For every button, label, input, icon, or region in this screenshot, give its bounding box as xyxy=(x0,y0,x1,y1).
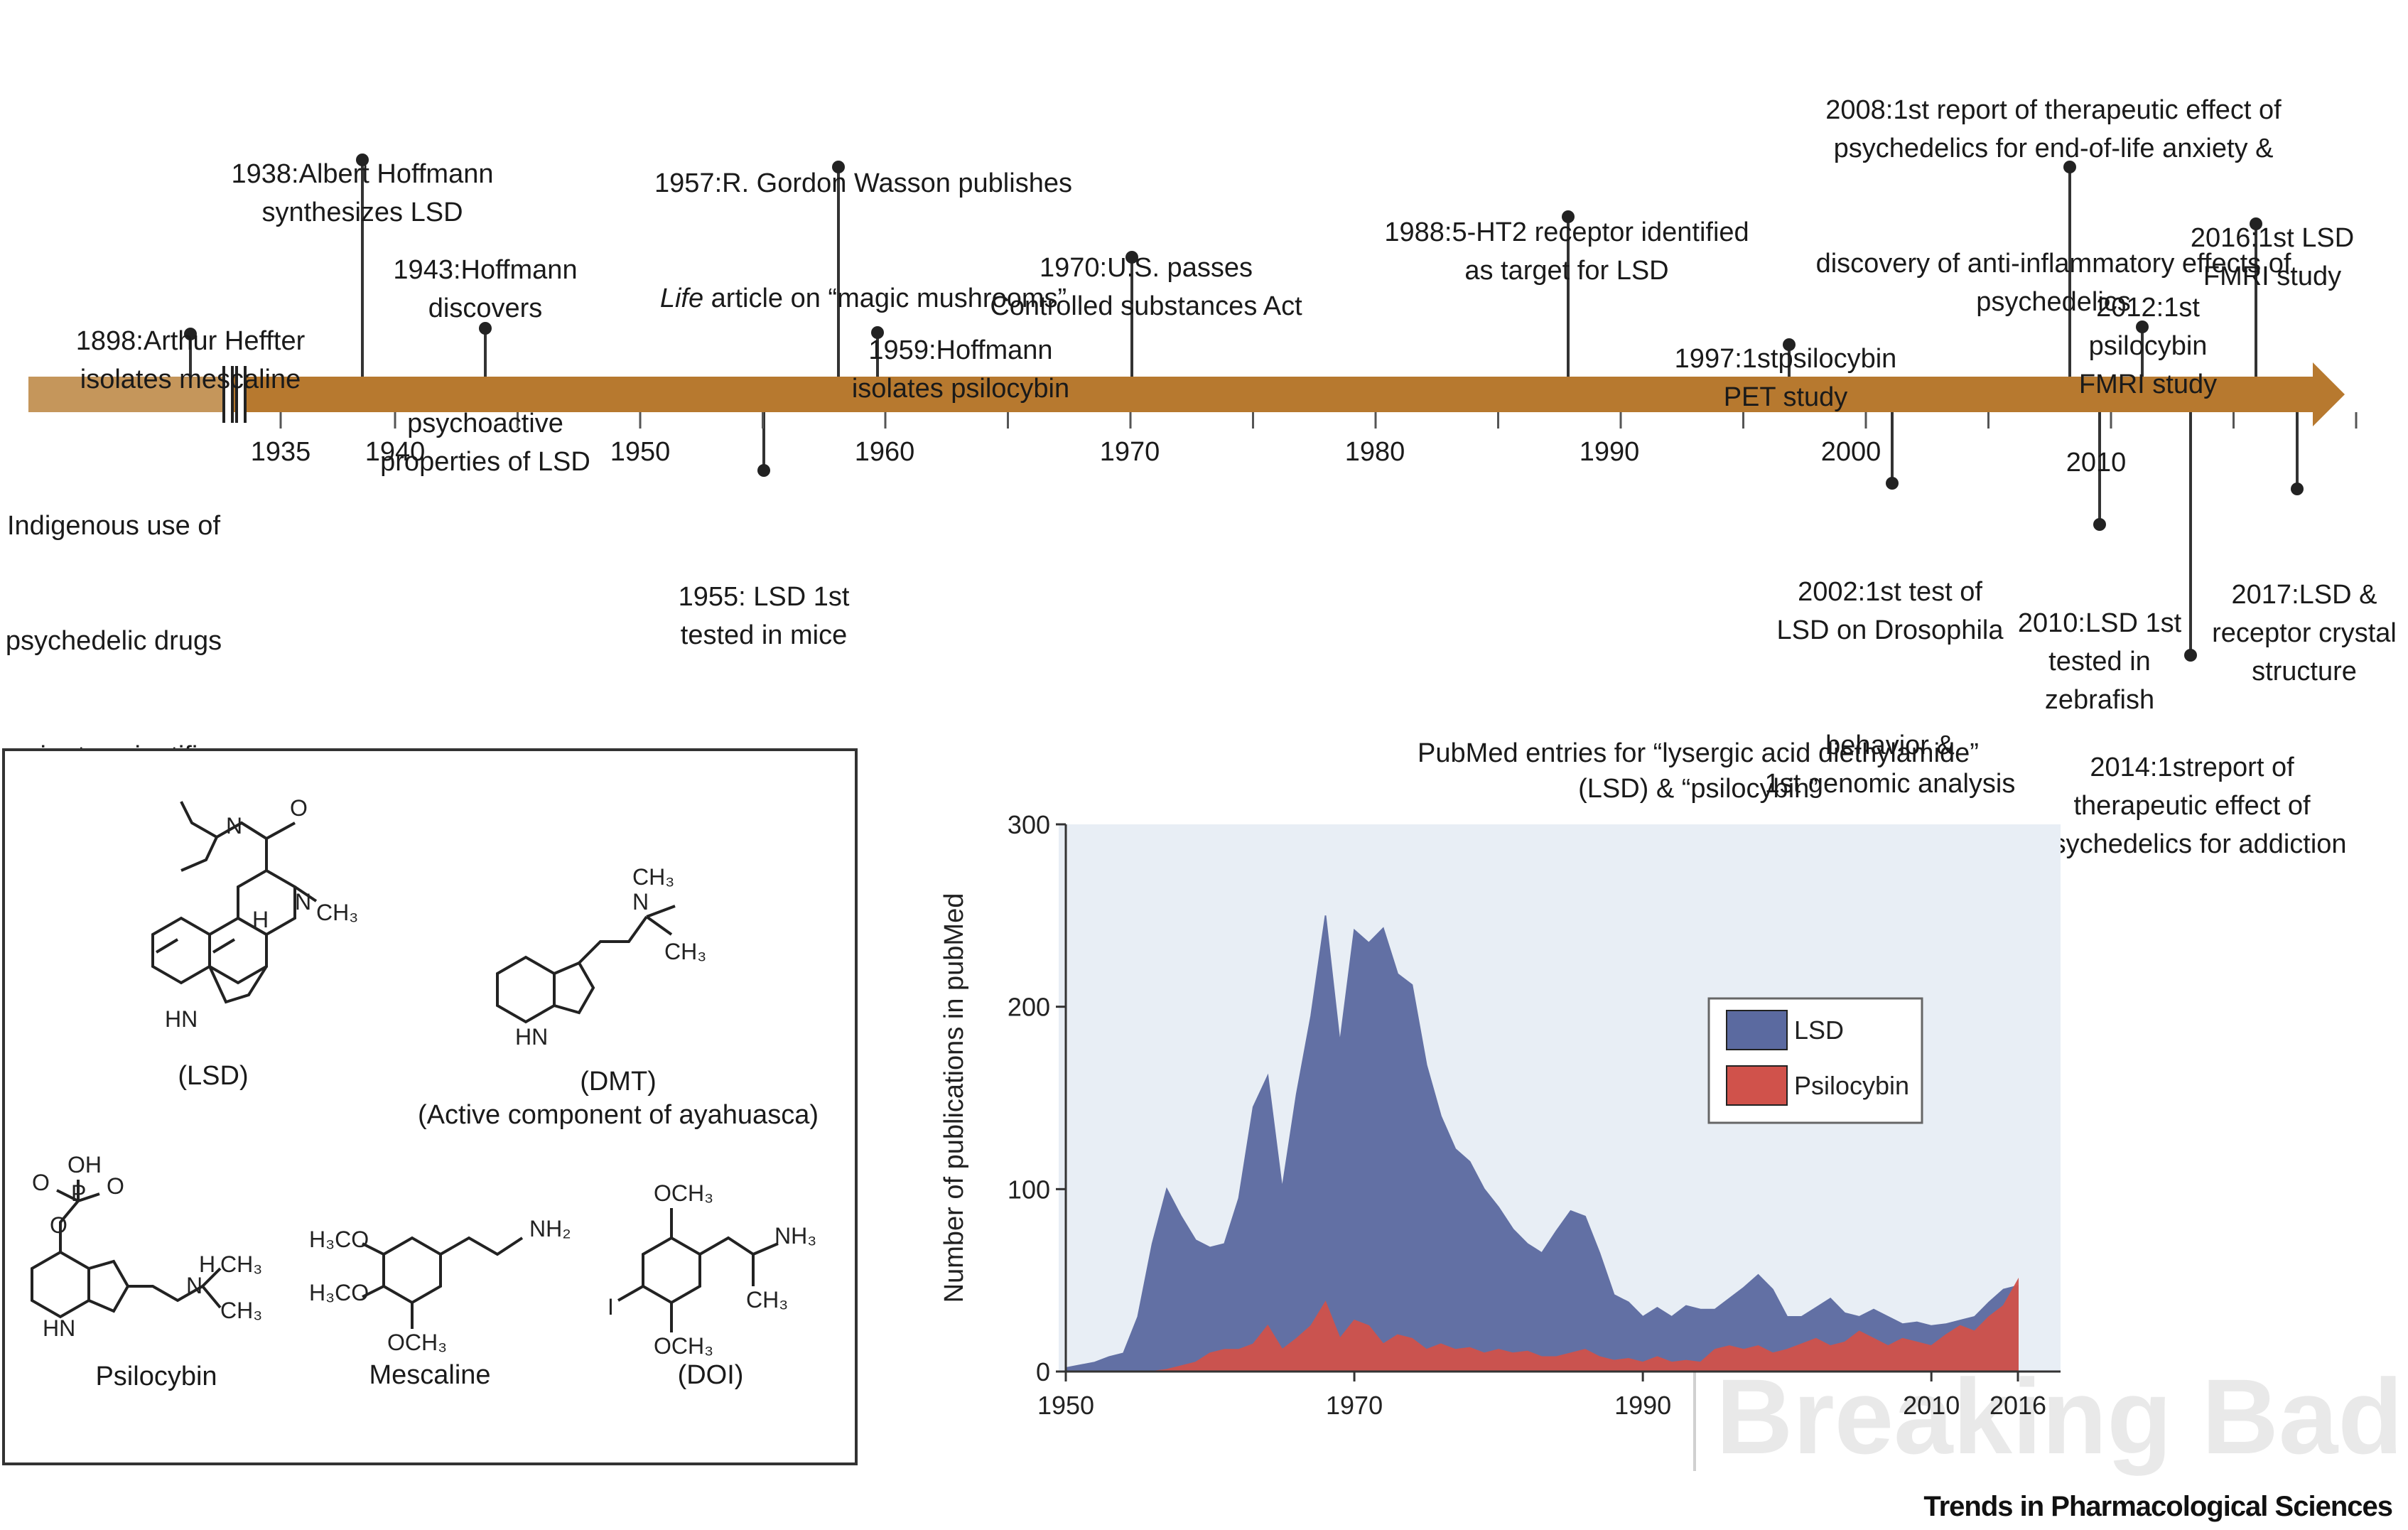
molecule-name-psilocybin: Psilocybin xyxy=(95,1362,217,1391)
atom-label: N xyxy=(226,813,242,839)
timeline-dot-1957 xyxy=(832,161,845,173)
timeline-dot-2017 xyxy=(2291,483,2304,495)
atom-label: NH₃ xyxy=(774,1223,816,1249)
event-label-2017: 2017:LSD & receptor crystal structure xyxy=(2212,580,2397,686)
year-label: 1950 xyxy=(610,437,671,467)
molecule-name-doi: (DOI) xyxy=(677,1360,744,1390)
timeline-dot-1988 xyxy=(1562,210,1575,223)
event-label-2012: 2012:1st psilocybin FMRI study xyxy=(2078,293,2218,399)
atom-label: O xyxy=(290,795,308,821)
event-label-1997: 1997:1stpsilocybin PET study xyxy=(1674,344,1897,412)
atom-label: OCH₃ xyxy=(387,1330,447,1355)
atom-label: H xyxy=(199,1251,215,1277)
year-label: 1980 xyxy=(1344,437,1405,467)
atom-label: H₃CO xyxy=(309,1227,369,1252)
mescaline-structure xyxy=(362,1236,524,1329)
year-label: 1940 xyxy=(365,437,426,467)
doi-structure xyxy=(617,1208,779,1332)
timeline-dot-1943 xyxy=(479,322,492,335)
atom-label: H xyxy=(252,907,269,932)
timeline-dot-2012 xyxy=(2136,320,2149,333)
event-label-1959: 1959:Hoffmann isolates psilocybin xyxy=(851,335,1070,404)
event-label-1943: 1943:Hoffmann discovers psychoactive prope… xyxy=(380,255,590,477)
dmt-structure xyxy=(496,905,676,1024)
atom-label: O xyxy=(32,1170,50,1195)
timeline-arrow xyxy=(28,362,2345,426)
year-label: 2010 xyxy=(2066,448,2127,478)
timeline-dot-1997 xyxy=(1783,338,1796,351)
timeline-dot-2014 xyxy=(2184,649,2197,662)
molecule-name-dmt: (DMT) xyxy=(580,1067,657,1097)
atom-label: N xyxy=(295,889,311,915)
year-label: 1970 xyxy=(1099,437,1160,467)
timeline-dot-1970 xyxy=(1125,251,1138,264)
timeline-stems xyxy=(184,153,2304,662)
event-label-2016: 2016:1st LSD FMRI study xyxy=(2190,223,2355,291)
event-label-2014: 2014:1streport of therapeutic effect of ps… xyxy=(2037,753,2347,859)
atom-label: HN xyxy=(515,1024,548,1050)
timeline-arrow-start xyxy=(28,377,227,412)
timeline-ticks xyxy=(279,412,2358,429)
atom-label: HN xyxy=(43,1315,75,1341)
event-label-2010: 2010:LSD 1st tested in zebrafish xyxy=(2017,608,2182,715)
molecules-panel: O N H N CH₃ HN N CH₃ CH₃ HN OH P O O O H… xyxy=(2,748,858,1465)
year-label: 1960 xyxy=(854,437,915,467)
psilocybin-structure xyxy=(31,1180,222,1319)
chart-title: PubMed entries for “lysergic acid diethy… xyxy=(1418,738,1979,804)
atom-label: OCH₃ xyxy=(654,1333,713,1359)
atom-label: CH₃ xyxy=(220,1298,262,1323)
timeline-dot-2002 xyxy=(1886,477,1899,490)
atom-label: CH₃ xyxy=(316,900,358,925)
atom-label: HN xyxy=(165,1006,198,1032)
event-label-2008: 2008:1st report of therapeutic effect of… xyxy=(1815,95,2291,317)
atom-label: NH₂ xyxy=(529,1216,571,1241)
atom-label: CH₃ xyxy=(746,1287,788,1313)
year-label: 2000 xyxy=(1820,437,1881,467)
event-label-1898: 1898:Arthur Heffter isolates mescaline xyxy=(75,326,306,394)
timeline-dot-1898 xyxy=(184,328,197,340)
lsd-structure xyxy=(151,801,318,1004)
atom-label: P xyxy=(71,1180,86,1206)
atom-label: CH₃ xyxy=(220,1251,262,1277)
timeline-dot-1959 xyxy=(871,326,884,339)
event-label-1938: 1938:Albert Hoffmann synthesizes LSD xyxy=(231,159,494,227)
atom-label: O xyxy=(107,1173,124,1199)
atom-label: N xyxy=(632,889,649,915)
molecule-name-lsd: (LSD) xyxy=(178,1061,249,1091)
atom-label: OCH₃ xyxy=(654,1180,713,1206)
timeline-dot-1938 xyxy=(356,153,369,166)
year-label: 1990 xyxy=(1579,437,1640,467)
atom-label: O xyxy=(50,1212,68,1238)
timeline-dot-2008 xyxy=(2063,161,2076,173)
timeline-dot-2010 xyxy=(2093,518,2106,531)
event-label-1970: 1970:U.S. passes Controlled substances Ac… xyxy=(990,253,1302,321)
timeline-dot-1955 xyxy=(757,464,770,477)
atom-label: CH₃ xyxy=(664,939,706,964)
molecule-name-mescaline: Mescaline xyxy=(369,1360,491,1390)
atom-label: CH₃ xyxy=(632,864,674,890)
timeline-dot-2016 xyxy=(2250,217,2262,230)
atom-label: I xyxy=(608,1294,614,1320)
atom-label: H₃CO xyxy=(309,1280,369,1305)
timeline-break-mark xyxy=(222,366,247,423)
atom-label: N xyxy=(186,1273,203,1298)
molecule-note-dmt: (Active component of ayahuasca) xyxy=(418,1100,819,1130)
event-label-1957: 1957:R. Gordon Wasson publishes Life art… xyxy=(654,168,1072,313)
year-label: 1935 xyxy=(250,437,311,467)
event-label-1988: 1988:5-HT2 receptor identified as target … xyxy=(1384,217,1749,286)
event-label-1955: 1955: LSD 1st tested in mice xyxy=(678,582,850,650)
publisher-brand: Trends in Pharmacological Sciences xyxy=(1923,1491,2393,1522)
atom-label: OH xyxy=(68,1152,102,1178)
